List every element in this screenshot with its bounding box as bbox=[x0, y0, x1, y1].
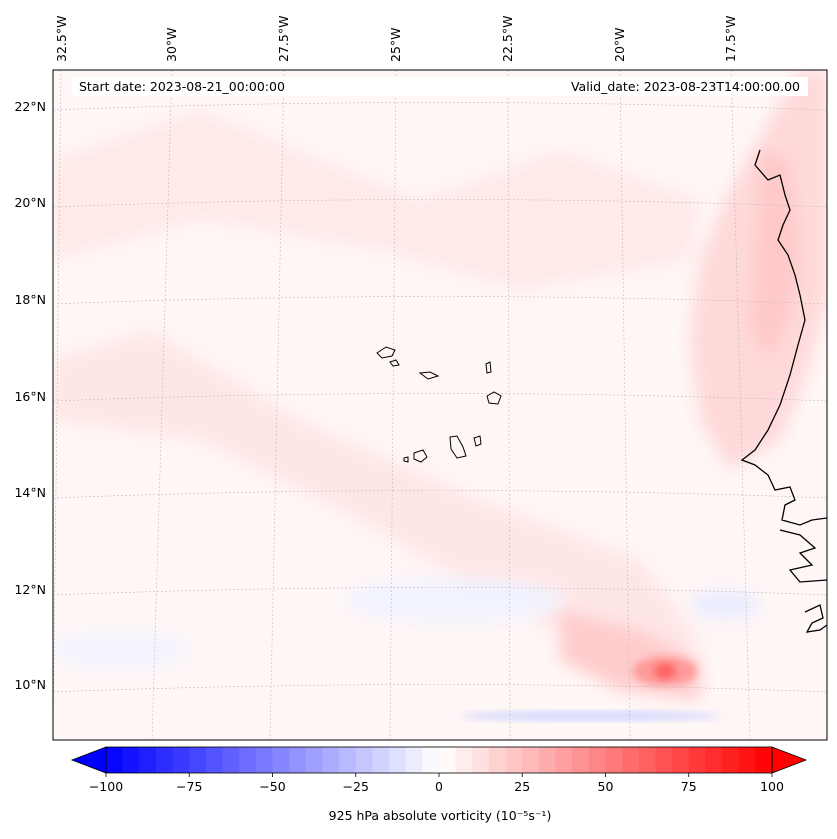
colorbar-tick-label: −75 bbox=[176, 779, 202, 794]
island-maio bbox=[473, 435, 482, 447]
lat-label: 18°N bbox=[14, 292, 46, 307]
island-sao-nicolau bbox=[418, 371, 440, 380]
colorbar-steps bbox=[106, 747, 773, 773]
colorbar-step bbox=[755, 747, 773, 773]
colorbar-step bbox=[372, 747, 390, 773]
colorbar-step bbox=[522, 747, 540, 773]
colorbar-step bbox=[705, 747, 723, 773]
colorbar-step bbox=[439, 747, 457, 773]
colorbar-step bbox=[572, 747, 590, 773]
colorbar-tick-label: 75 bbox=[681, 779, 697, 794]
colorbar-step bbox=[588, 747, 607, 773]
colorbar-step bbox=[205, 747, 224, 773]
colorbar-step bbox=[672, 747, 690, 773]
vorticity-max-core bbox=[654, 663, 676, 679]
colorbar-tick-label: 50 bbox=[598, 779, 614, 794]
island-brava bbox=[403, 456, 409, 463]
colorbar-step bbox=[355, 747, 373, 773]
lat-label: 20°N bbox=[14, 195, 46, 210]
island-boa-vista bbox=[486, 391, 502, 405]
colorbar-step bbox=[605, 747, 623, 773]
colorbar-step bbox=[339, 747, 357, 773]
colorbar-step bbox=[405, 747, 423, 773]
colorbar-step bbox=[655, 747, 673, 773]
colorbar-step bbox=[255, 747, 274, 773]
lat-label: 14°N bbox=[14, 485, 46, 500]
colorbar-extend-max bbox=[771, 746, 808, 774]
colorbar-step bbox=[189, 747, 207, 773]
colorbar-step bbox=[722, 747, 740, 773]
negative-vorticity-band bbox=[460, 711, 720, 721]
colorbar-extend-min bbox=[70, 746, 107, 774]
colorbar-step bbox=[155, 747, 174, 773]
negative-patch-west bbox=[53, 632, 190, 668]
colorbar-step bbox=[139, 747, 157, 773]
colorbar-step bbox=[106, 747, 124, 773]
colorbar-step bbox=[472, 747, 490, 773]
colorbar-step bbox=[688, 747, 706, 773]
lat-label: 22°N bbox=[14, 99, 46, 114]
lon-label: 17.5°W bbox=[723, 16, 738, 62]
colorbar-step bbox=[289, 747, 307, 773]
lon-label: 30°W bbox=[164, 27, 179, 62]
colorbar-step bbox=[622, 747, 640, 773]
lat-label: 16°N bbox=[14, 389, 46, 404]
colorbar-step bbox=[638, 747, 657, 773]
colorbar-ticks: −100 −75 −50 −25 0 25 50 75 100 bbox=[89, 773, 784, 794]
colorbar-step bbox=[738, 747, 756, 773]
guinea-bissau-coastline bbox=[779, 529, 827, 583]
colorbar-tick-label: 100 bbox=[760, 779, 784, 794]
negative-patch-east bbox=[690, 591, 760, 619]
northern-positive-streak bbox=[53, 110, 700, 290]
colorbar-step bbox=[505, 747, 523, 773]
negative-band-central bbox=[345, 578, 565, 622]
island-sal bbox=[485, 361, 492, 374]
lon-label: 25°W bbox=[388, 27, 403, 62]
colorbar-tick-label: −25 bbox=[343, 779, 369, 794]
colorbar: −100 −75 −50 −25 0 25 50 75 100 925 hPa absolute… bbox=[70, 746, 808, 823]
colorbar-label: 925 hPa absolute vorticity (10⁻⁵s⁻¹) bbox=[329, 808, 552, 823]
latitude-labels: 22°N 20°N 18°N 16°N 14°N 12°N 10°N bbox=[14, 99, 46, 692]
colorbar-step bbox=[172, 747, 190, 773]
colorbar-step bbox=[322, 747, 340, 773]
colorbar-step bbox=[222, 747, 240, 773]
lat-label: 12°N bbox=[14, 582, 46, 597]
colorbar-tick-label: −50 bbox=[259, 779, 285, 794]
map-frame bbox=[52, 69, 828, 741]
date-info-box bbox=[72, 77, 808, 96]
lon-label: 20°W bbox=[612, 27, 627, 62]
colorbar-step bbox=[455, 747, 473, 773]
colorbar-step bbox=[239, 747, 257, 773]
lon-label: 32.5°W bbox=[54, 16, 69, 62]
lat-label: 10°N bbox=[14, 677, 46, 692]
colorbar-step bbox=[538, 747, 557, 773]
colorbar-step bbox=[122, 747, 140, 773]
island-sao-vicente bbox=[389, 359, 400, 367]
colorbar-step bbox=[272, 747, 290, 773]
island-santiago bbox=[449, 435, 467, 459]
longitude-labels: 32.5°W 30°W 27.5°W 25°W 22.5°W 20°W 17.5… bbox=[54, 16, 738, 62]
colorbar-tick-label: 0 bbox=[435, 779, 443, 794]
colorbar-step bbox=[488, 747, 507, 773]
colorbar-step bbox=[422, 747, 440, 773]
coastlines bbox=[740, 149, 827, 633]
valid-date-text: Valid_date: 2023-08-23T14:00:00.00 bbox=[571, 79, 800, 94]
colorbar-tick-label: −100 bbox=[89, 779, 123, 794]
colorbar-step bbox=[555, 747, 573, 773]
lon-label: 27.5°W bbox=[276, 16, 291, 62]
africa-coastline bbox=[740, 149, 827, 526]
guinea-coastline bbox=[804, 604, 827, 633]
colorbar-step bbox=[305, 747, 324, 773]
island-fogo bbox=[413, 449, 428, 463]
cape-verde-islands bbox=[376, 346, 502, 463]
start-date-text: Start date: 2023-08-21_00:00:00 bbox=[79, 79, 285, 94]
colorbar-step bbox=[389, 747, 407, 773]
colorbar-tick-label: 25 bbox=[514, 779, 530, 794]
lon-label: 22.5°W bbox=[500, 16, 515, 62]
island-santo-antao bbox=[376, 346, 396, 359]
